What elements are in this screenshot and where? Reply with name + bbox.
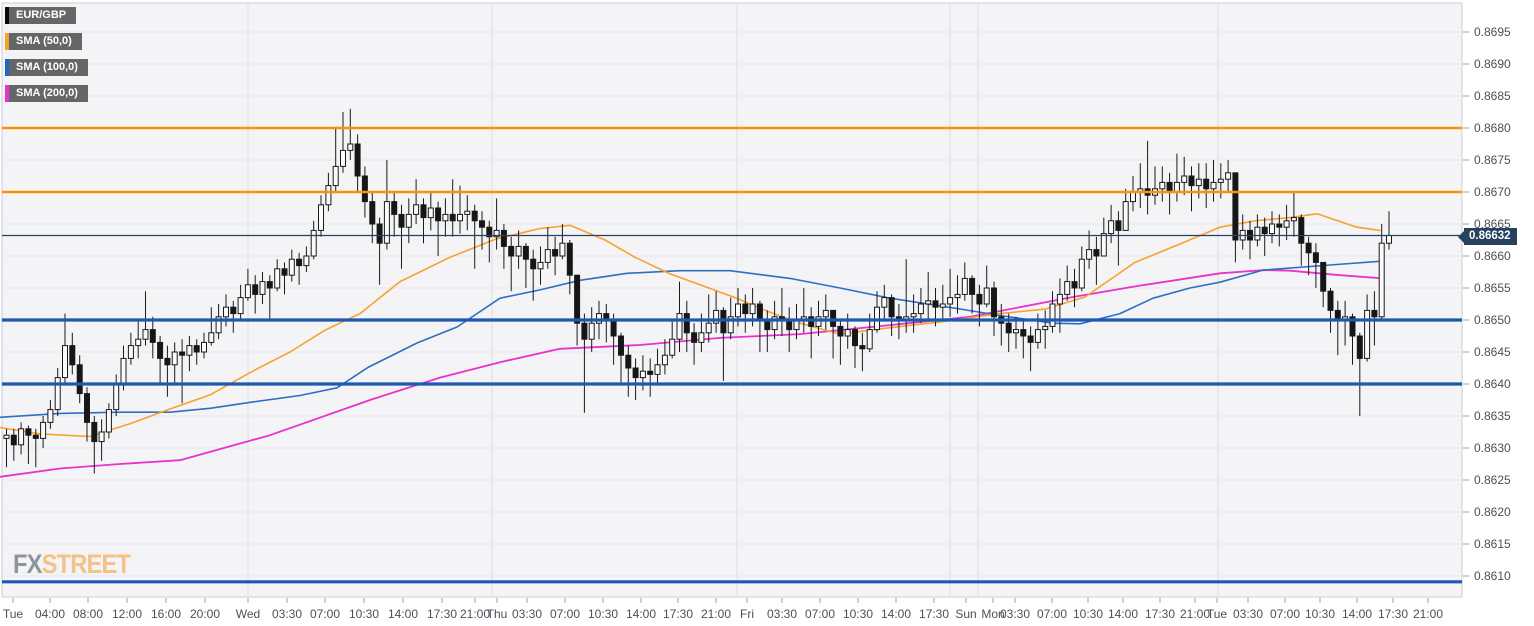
- svg-text:20:00: 20:00: [190, 607, 220, 621]
- svg-text:17:30: 17:30: [663, 607, 693, 621]
- svg-text:0.8625: 0.8625: [1474, 473, 1511, 487]
- svg-text:14:00: 14:00: [1108, 607, 1138, 621]
- svg-text:14:00: 14:00: [388, 607, 418, 621]
- svg-text:Sun: Sun: [955, 607, 976, 621]
- svg-text:0.8635: 0.8635: [1474, 409, 1511, 423]
- svg-text:12:00: 12:00: [112, 607, 142, 621]
- svg-text:10:30: 10:30: [843, 607, 873, 621]
- fxstreet-logo-street: STREET: [41, 549, 131, 579]
- svg-text:03:30: 03:30: [767, 607, 797, 621]
- candles-layer: [3, 108, 1392, 474]
- sma100-line: [0, 260, 1384, 419]
- svg-text:Mon: Mon: [981, 607, 1004, 621]
- svg-text:21:00: 21:00: [1413, 607, 1443, 621]
- svg-text:07:00: 07:00: [550, 607, 580, 621]
- svg-text:17:30: 17:30: [427, 607, 457, 621]
- price-axis-background: [1463, 0, 1534, 626]
- svg-text:03:30: 03:30: [512, 607, 542, 621]
- svg-text:0.8670: 0.8670: [1474, 185, 1511, 199]
- svg-text:Fri: Fri: [740, 607, 754, 621]
- svg-text:0.8615: 0.8615: [1474, 537, 1511, 551]
- svg-text:0.8675: 0.8675: [1474, 153, 1511, 167]
- svg-text:0.8650: 0.8650: [1474, 313, 1511, 327]
- svg-text:14:00: 14:00: [626, 607, 656, 621]
- legend-sma50-badge[interactable]: SMA (50,0): [5, 33, 82, 50]
- legend-sma100-badge[interactable]: SMA (100,0): [5, 59, 88, 76]
- svg-text:0.8660: 0.8660: [1474, 249, 1511, 263]
- svg-text:0.8620: 0.8620: [1474, 505, 1511, 519]
- svg-text:21:00: 21:00: [460, 607, 490, 621]
- sma50-label: SMA (50,0): [16, 35, 72, 47]
- sma100-color-bar: [5, 59, 9, 76]
- svg-text:03:30: 03:30: [1233, 607, 1263, 621]
- svg-text:07:00: 07:00: [310, 607, 340, 621]
- svg-text:21:00: 21:00: [1180, 607, 1210, 621]
- sma200-color-bar: [5, 85, 9, 102]
- time-axis[interactable]: Tue 04:00 08:00 12:00 16:00 20:00 Wed 03:30 07:0…: [3, 598, 1443, 621]
- svg-text:0.8655: 0.8655: [1474, 281, 1511, 295]
- svg-text:0.8610: 0.8610: [1474, 569, 1511, 583]
- sma200-line: [0, 269, 1384, 478]
- svg-text:10:30: 10:30: [349, 607, 379, 621]
- svg-text:10:30: 10:30: [588, 607, 618, 621]
- svg-text:0.8685: 0.8685: [1474, 89, 1511, 103]
- svg-text:04:00: 04:00: [35, 607, 65, 621]
- svg-text:14:00: 14:00: [1342, 607, 1372, 621]
- legend-sma200-badge[interactable]: SMA (200,0): [5, 85, 88, 102]
- svg-text:Tue: Tue: [3, 607, 24, 621]
- svg-text:17:30: 17:30: [919, 607, 949, 621]
- pair-color-bar: [5, 7, 9, 24]
- svg-text:Wed: Wed: [236, 607, 260, 621]
- sma100-label: SMA (100,0): [16, 61, 78, 73]
- svg-text:Thu: Thu: [487, 607, 508, 621]
- svg-text:0.8690: 0.8690: [1474, 57, 1511, 71]
- svg-text:0.8695: 0.8695: [1474, 25, 1511, 39]
- svg-text:07:00: 07:00: [805, 607, 835, 621]
- svg-text:14:00: 14:00: [881, 607, 911, 621]
- svg-text:17:30: 17:30: [1145, 607, 1175, 621]
- time-axis-background: [0, 598, 1534, 626]
- svg-text:03:30: 03:30: [272, 607, 302, 621]
- svg-text:07:00: 07:00: [1037, 607, 1067, 621]
- svg-text:10:30: 10:30: [1305, 607, 1335, 621]
- svg-text:17:30: 17:30: [1378, 607, 1408, 621]
- indicator-legend: EUR/GBP SMA (50,0) SMA (100,0) SMA (200,…: [5, 7, 88, 111]
- fxstreet-logo: FXSTREET: [13, 549, 131, 580]
- pair-label: EUR/GBP: [16, 9, 67, 21]
- svg-text:16:00: 16:00: [151, 607, 181, 621]
- svg-text:Tue: Tue: [1207, 607, 1228, 621]
- svg-text:08:00: 08:00: [73, 607, 103, 621]
- svg-text:0.8640: 0.8640: [1474, 377, 1511, 391]
- sma200-label: SMA (200,0): [16, 87, 78, 99]
- svg-text:21:00: 21:00: [701, 607, 731, 621]
- price-axis[interactable]: 0.8695 0.8690 0.8685 0.8680 0.8675 0.8670 0.86…: [1463, 25, 1511, 583]
- svg-text:0.8665: 0.8665: [1474, 217, 1511, 231]
- svg-text:0.8630: 0.8630: [1474, 441, 1511, 455]
- current-price-badge: 0.86632: [1458, 228, 1517, 245]
- svg-text:10:30: 10:30: [1073, 607, 1103, 621]
- level-lines[interactable]: [2, 126, 1462, 584]
- svg-text:0.8680: 0.8680: [1474, 121, 1511, 135]
- svg-text:07:00: 07:00: [1270, 607, 1300, 621]
- sma50-line: [0, 213, 1381, 438]
- svg-text:0.8645: 0.8645: [1474, 345, 1511, 359]
- legend-pair-badge[interactable]: EUR/GBP: [5, 7, 77, 24]
- sma50-color-bar: [5, 33, 9, 50]
- plot-background: [1, 2, 1463, 598]
- svg-text:03:30: 03:30: [1000, 607, 1030, 621]
- fxstreet-logo-fx: FX: [13, 549, 42, 579]
